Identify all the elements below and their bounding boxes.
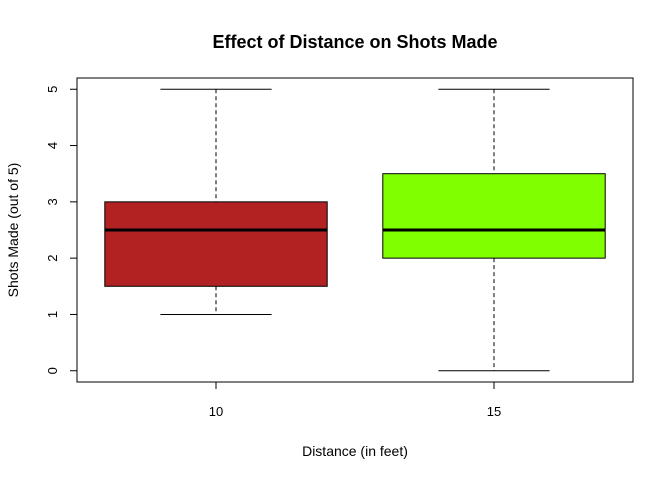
y-tick-label: 4 <box>45 142 60 149</box>
box-iqr <box>382 173 606 259</box>
y-tick-label: 1 <box>45 311 60 318</box>
box-10 <box>104 88 328 315</box>
x-axis: 10 15 <box>209 381 501 419</box>
x-tick-label: 10 <box>209 404 223 419</box>
x-axis-label: Distance (in feet) <box>302 443 408 459</box>
box-iqr <box>104 201 328 287</box>
y-tick-label: 5 <box>45 86 60 93</box>
box-15 <box>382 88 606 372</box>
chart-title: Effect of Distance on Shots Made <box>212 32 497 52</box>
y-tick-label: 2 <box>45 255 60 262</box>
y-axis-label: Shots Made (out of 5) <box>5 163 21 298</box>
boxes <box>104 88 606 372</box>
x-tick-label: 15 <box>487 404 501 419</box>
y-tick-label: 0 <box>45 367 60 374</box>
y-tick-label: 3 <box>45 198 60 205</box>
y-axis: 0 1 2 3 4 5 <box>45 86 78 374</box>
